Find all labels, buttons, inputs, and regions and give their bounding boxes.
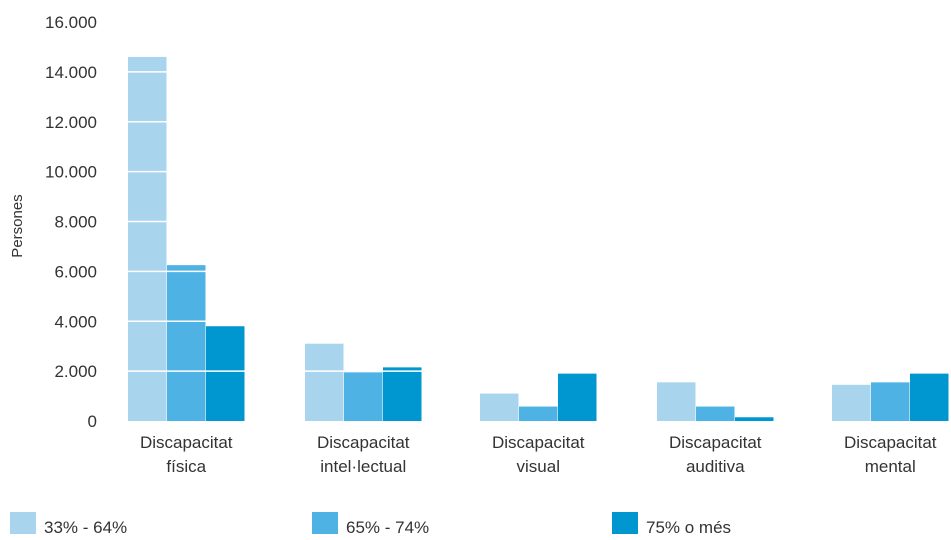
legend-item: 75% o més: [612, 512, 731, 537]
x-tick-label: Discapacitat visual: [492, 433, 585, 476]
bar: [519, 406, 558, 421]
y-tick-label: 0: [88, 412, 97, 431]
bar: [832, 384, 871, 421]
bar: [383, 367, 422, 421]
legend-item: 33% - 64%: [10, 512, 127, 537]
bar-chart: 0 2.000 4.000 6.000 8.000 10.000 12.000 14.000 1…: [9, 13, 951, 476]
x-axis-labels: Discapacitat física Discapacitat intel·lect…: [140, 433, 937, 476]
bar: [657, 382, 696, 421]
y-axis: 0 2.000 4.000 6.000 8.000 10.000 12.000 14.000 1…: [45, 13, 97, 431]
y-tick-label: 4.000: [54, 312, 97, 331]
bar: [167, 265, 206, 421]
legend-swatch: [10, 512, 36, 534]
y-tick-label: 6.000: [54, 262, 97, 281]
y-tick-label: 12.000: [45, 113, 97, 132]
y-tick-label: 8.000: [54, 213, 97, 232]
legend-item: 65% - 74%: [312, 512, 429, 537]
bar: [344, 372, 383, 421]
legend-label: 33% - 64%: [44, 518, 128, 537]
y-axis-label: Persones: [9, 194, 26, 257]
y-tick-label: 14.000: [45, 63, 97, 82]
bar: [910, 373, 949, 421]
x-tick-label: Discapacitat auditiva: [669, 433, 762, 476]
bar: [128, 56, 167, 421]
x-tick-label: Discapacitat intel·lectual: [317, 433, 410, 476]
y-tick-label: 16.000: [45, 13, 97, 32]
bar: [206, 326, 245, 421]
y-tick-label: 2.000: [54, 362, 97, 381]
legend-label: 65% - 74%: [346, 518, 430, 537]
bar: [305, 343, 344, 421]
gridlines: [110, 71, 951, 372]
bar: [871, 382, 910, 421]
legend-swatch: [612, 512, 638, 534]
legend-label: 75% o més: [646, 518, 732, 537]
y-tick-label: 10.000: [45, 163, 97, 182]
bar: [696, 406, 735, 421]
bar: [735, 417, 774, 421]
bars: [128, 56, 949, 421]
legend: 33% - 64% 65% - 74% 75% o més: [0, 512, 951, 540]
x-tick-label: Discapacitat física: [140, 433, 233, 476]
bar: [480, 393, 519, 421]
x-tick-label: Discapacitat mental: [844, 433, 937, 476]
legend-swatch: [312, 512, 338, 534]
bar: [558, 373, 597, 421]
